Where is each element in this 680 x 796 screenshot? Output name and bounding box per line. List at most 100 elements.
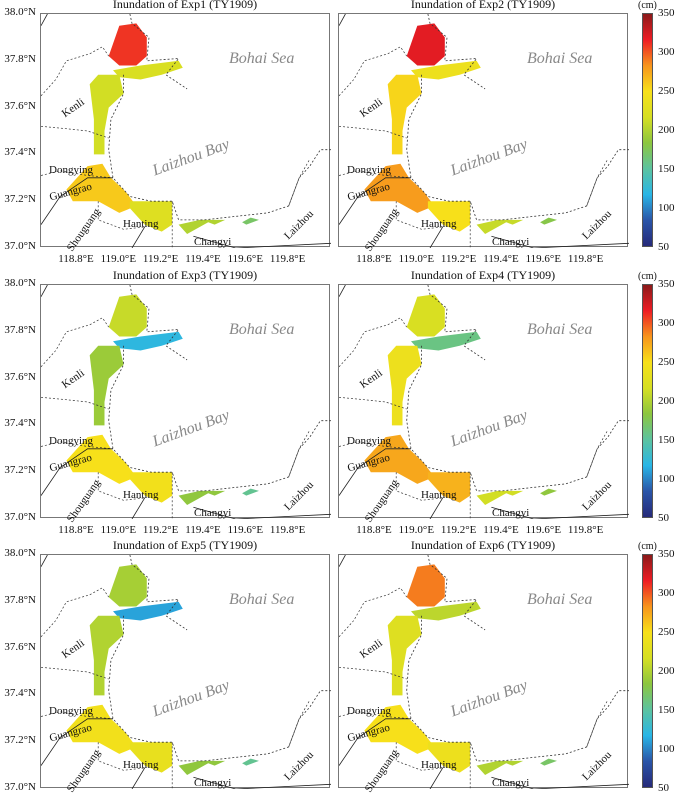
county-boundary	[339, 46, 407, 97]
inundation-north	[406, 294, 445, 337]
county-boundary	[288, 699, 311, 748]
colorbar-tick-label: 150	[658, 163, 675, 175]
county-boundary	[41, 711, 114, 720]
colorbar-tick-label: 250	[658, 626, 675, 638]
label-dongying: Dongying	[49, 705, 93, 717]
inundation-west	[89, 615, 124, 696]
label-changyi: Changyi	[492, 236, 530, 248]
inundation-west	[387, 74, 422, 155]
boundary-line	[41, 555, 48, 567]
boundary-line	[429, 497, 444, 519]
inundation-neck	[411, 331, 481, 351]
inundation-south	[66, 163, 137, 213]
inundation-hanting	[129, 742, 173, 773]
y-tick-label: 37.2°N	[4, 464, 36, 477]
x-tick-label: 119.0°E	[399, 794, 434, 796]
label-hanting: Hanting	[123, 759, 159, 771]
colorbar	[642, 554, 653, 788]
county-boundary	[97, 472, 145, 501]
y-tick-label: 37.6°N	[4, 370, 36, 383]
inundation-east	[476, 219, 524, 234]
x-tick-label: 119.8°E	[567, 524, 604, 536]
inundation-south	[364, 163, 435, 213]
inundation-west	[387, 615, 422, 696]
inundation-east-2	[242, 758, 259, 766]
label-changyi: Changyi	[492, 777, 530, 789]
x-tick-label: 119.2°E	[142, 253, 179, 265]
map-axes: Kenli Dongying Guangrao Shouguang Hanting Cha…	[338, 13, 629, 254]
inundation-east-2	[242, 217, 259, 225]
county-boundary	[339, 666, 407, 680]
inundation-neck	[411, 60, 481, 80]
coastline	[406, 345, 629, 492]
colorbar-tick-label: 350	[658, 7, 675, 19]
colorbar-unit: (cm)	[638, 541, 657, 552]
x-tick-label: 119.2°E	[142, 524, 179, 536]
map-panel-exp5: Kenli Dongying Guangrao Shouguang Hanting Cha…	[4, 538, 331, 796]
map-panel-exp4: Kenli Dongying Guangrao Shouguang Hanting Cha…	[338, 268, 629, 536]
panel-title: Inundation of Exp5 (TY1909)	[112, 538, 258, 552]
coastline	[108, 345, 331, 492]
county-boundary	[41, 125, 109, 139]
x-tick-label: 119.4°E	[185, 253, 221, 265]
colorbar-tick-label: 150	[658, 704, 675, 716]
y-tick-label: 37.4°N	[4, 687, 36, 700]
label-dongying: Dongying	[49, 435, 93, 447]
county-boundary	[41, 666, 109, 680]
county-boundary	[586, 158, 609, 207]
county-boundary	[339, 396, 407, 410]
y-tick-label: 37.8°N	[4, 593, 36, 606]
inundation-south	[66, 704, 137, 754]
inundation-east	[476, 760, 524, 775]
inundation-neck	[113, 60, 183, 80]
panel-title: Inundation of Exp6 (TY1909)	[410, 538, 556, 552]
y-tick-label: 37.6°N	[4, 99, 36, 112]
boundary-line	[193, 506, 331, 519]
boundary-line	[429, 767, 444, 789]
coastline	[427, 285, 486, 361]
label-hanting: Hanting	[421, 759, 457, 771]
panel-title: Inundation of Exp1 (TY1909)	[112, 0, 258, 11]
label-bohai: Bohai Sea	[527, 591, 593, 608]
inundation-east-2	[540, 488, 557, 496]
inundation-east	[178, 760, 226, 775]
map	[41, 555, 331, 789]
coastline	[427, 14, 486, 90]
boundary-line	[193, 235, 331, 248]
inundation-neck	[113, 601, 183, 621]
label-hanting: Hanting	[421, 218, 457, 230]
colorbar-tick-label: 250	[658, 85, 675, 97]
x-tick-label: 119.0°E	[398, 524, 435, 536]
label-changyi: Changyi	[492, 507, 530, 519]
x-tick-label: 119.6°E	[526, 794, 561, 796]
inundation-hanting	[427, 201, 471, 232]
label-dongying: Dongying	[347, 705, 391, 717]
boundary-line	[131, 226, 146, 248]
x-tick-label: 119.4°E	[483, 524, 519, 536]
inundation-west	[89, 345, 124, 426]
county-boundary	[41, 46, 109, 97]
x-tick-label: 119.4°E	[185, 524, 221, 536]
county-boundary	[41, 396, 109, 410]
inundation-east	[476, 490, 524, 505]
county-boundary	[41, 441, 114, 450]
inundation-hanting	[129, 472, 173, 503]
map-panel-exp1: Kenli Dongying Guangrao Shouguang Hanting Cha…	[4, 0, 331, 265]
map-panel-exp6: Kenli Dongying Guangrao Shouguang Hanting Cha…	[338, 538, 629, 796]
coastline	[427, 555, 486, 631]
inundation-north	[108, 23, 147, 66]
coastline	[108, 74, 331, 221]
x-tick-label: 119.6°E	[525, 524, 562, 536]
x-tick-label: 118.8°E	[356, 524, 392, 536]
x-tick-label: 119.0°E	[101, 794, 136, 796]
inundation-east-2	[540, 217, 557, 225]
county-boundary	[339, 441, 412, 450]
label-changyi: Changyi	[194, 777, 232, 789]
inundation-neck	[411, 601, 481, 621]
map-axes: Kenli Dongying Guangrao Shouguang Hanting Cha…	[40, 284, 331, 525]
colorbar-tick-label: 150	[658, 434, 675, 446]
x-tick-label: 119.4°E	[483, 794, 518, 796]
county-boundary	[97, 742, 145, 771]
x-tick-label: 118.8°E	[58, 794, 93, 796]
